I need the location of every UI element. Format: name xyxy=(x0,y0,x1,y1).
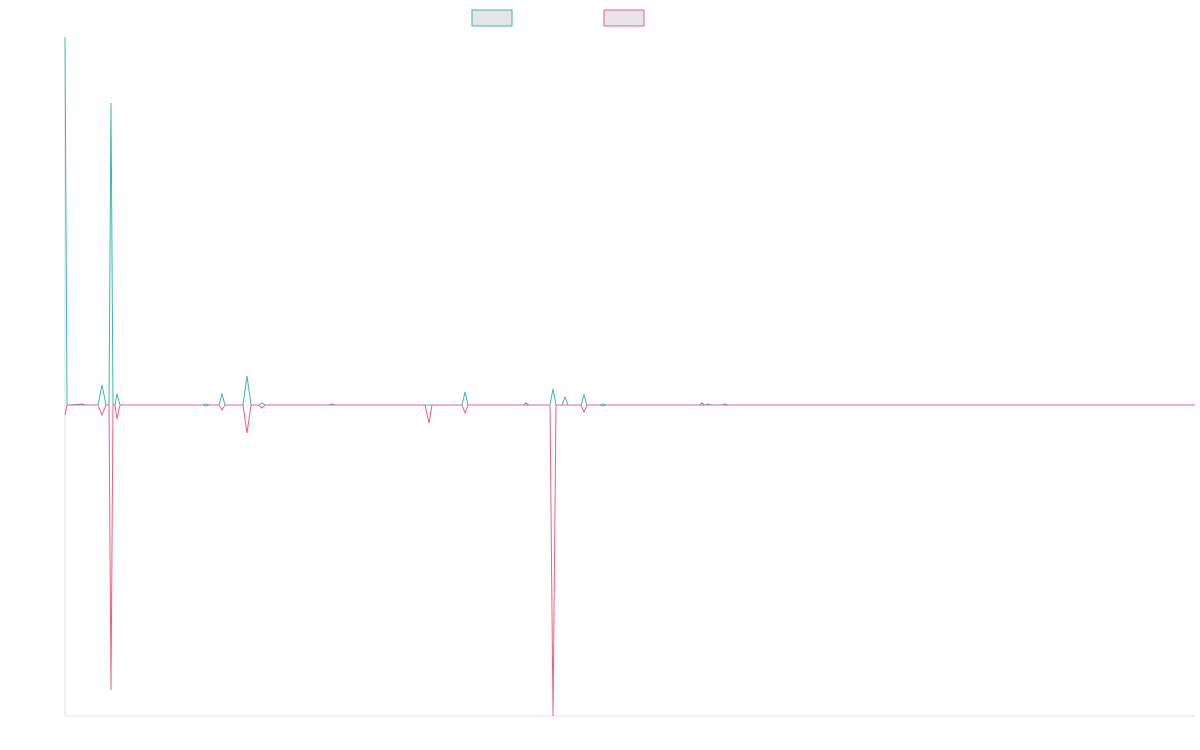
series-line xyxy=(64,404,1195,717)
series-line xyxy=(64,36,1195,406)
legend-swatch[interactable] xyxy=(471,9,513,27)
legend-swatch[interactable] xyxy=(603,9,645,27)
